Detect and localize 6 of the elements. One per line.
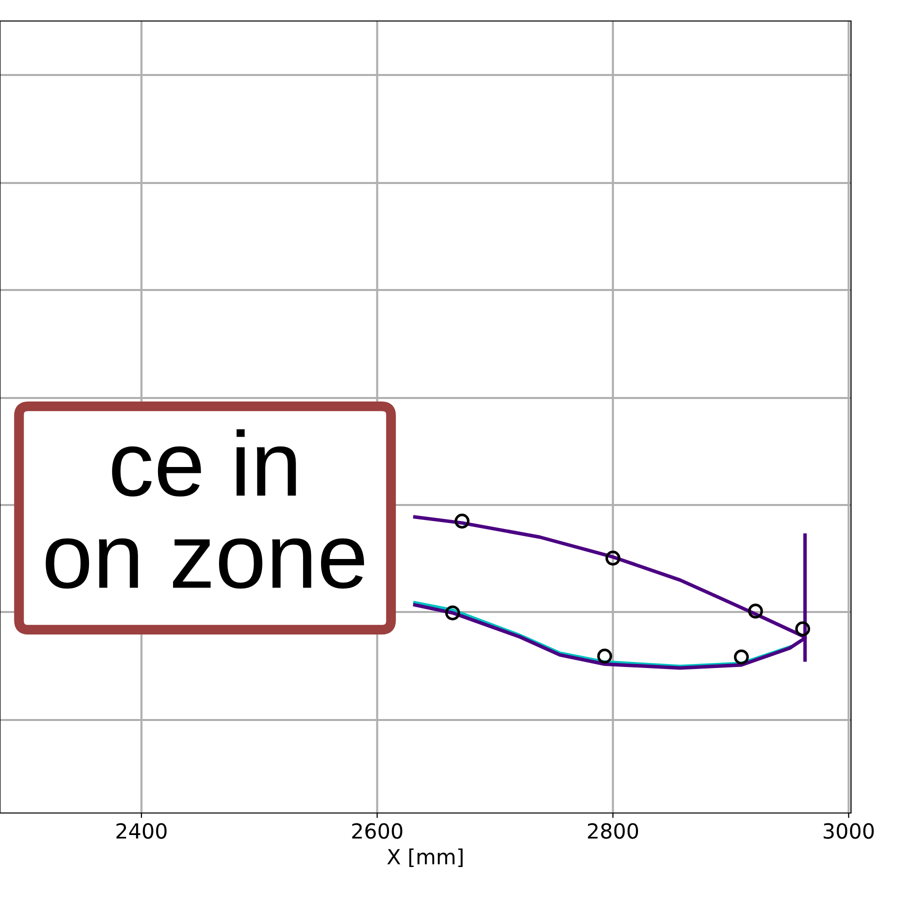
x-tick-label: 3000 [824, 823, 874, 839]
x-axis-title: X [mm] [387, 848, 463, 868]
x-tick-label: 2600 [352, 823, 402, 839]
annotation: ce in on zone [46, 429, 364, 589]
x-tick-label: 2400 [116, 823, 167, 839]
x-tick-label: 2800 [588, 823, 638, 839]
